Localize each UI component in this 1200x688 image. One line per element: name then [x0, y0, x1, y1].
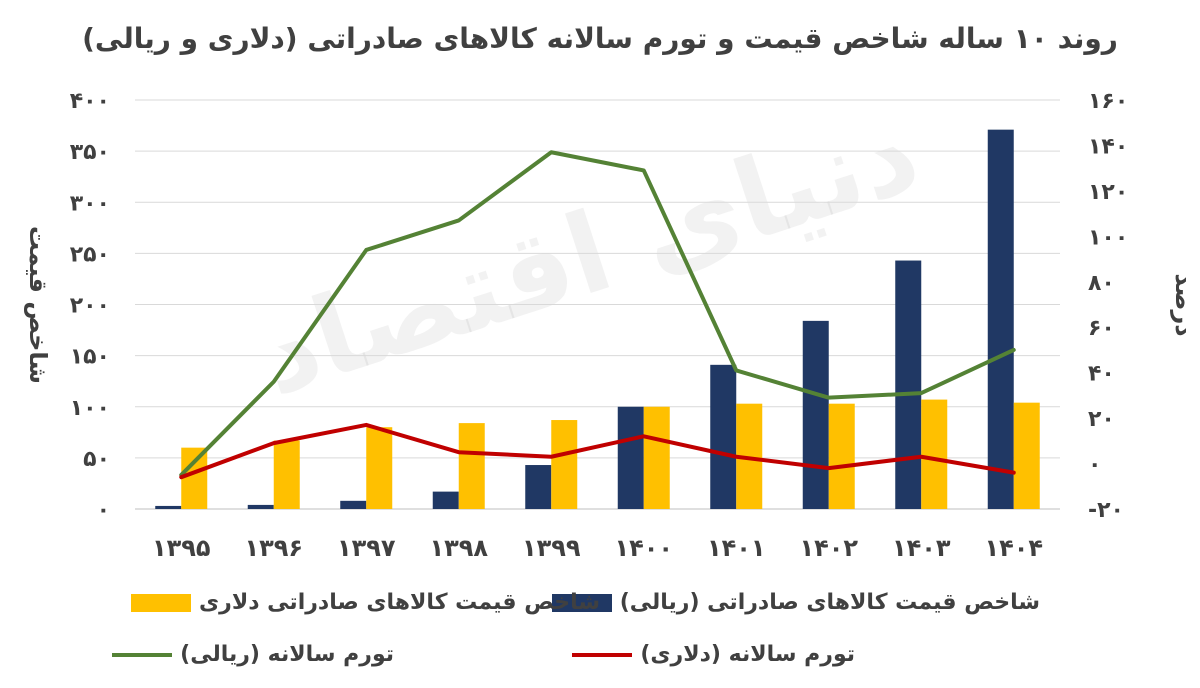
y-right-tick-label: ۸۰ — [1088, 271, 1115, 296]
x-tick-label: ۱۴۰۲ — [799, 534, 858, 562]
legend-swatch-rial-inflation — [112, 652, 173, 657]
y-left-tick-label: ۲۵۰ — [70, 242, 110, 267]
legend-label-rial-index: شاخص قیمت کالاهای صادراتی (ریالی) — [619, 590, 1040, 615]
bar-dollar-index — [366, 427, 393, 509]
x-tick-label: ۱۳۹۵ — [152, 534, 211, 562]
y-left-tick-label: ۱۵۰ — [70, 345, 110, 370]
legend-label-rial-inflation: تورم سالانه (ریالی) — [180, 642, 394, 667]
bar-rial-index — [802, 320, 829, 509]
x-tick-label: ۱۴۰۴ — [984, 534, 1043, 562]
y-left-tick-label: ۵۰ — [83, 447, 110, 472]
x-tick-label: ۱۳۹۷ — [337, 534, 396, 562]
y-right-tick-label: ۱۴۰ — [1088, 134, 1128, 159]
y-left-tick-label: ۳۵۰ — [70, 140, 110, 165]
legend-swatch-dollar-index — [131, 593, 192, 612]
y-left-tick-label: ۱۰۰ — [70, 396, 110, 421]
legend-swatch-dollar-inflation — [572, 652, 633, 657]
line-rial-inflation — [179, 150, 1016, 477]
bar-dollar-index — [828, 403, 855, 509]
y-left-tick-label: ۴۰۰ — [70, 89, 110, 114]
x-tick-label: ۱۴۰۰ — [614, 534, 673, 562]
bar-dollar-index — [921, 399, 948, 509]
y-left-tick-label: ۳۰۰ — [70, 191, 110, 216]
y-right-tick-label: ۱۶۰ — [1088, 89, 1128, 114]
x-tick-label: ۱۴۰۱ — [707, 534, 766, 562]
y-right-tick-label: ۰ — [1088, 453, 1101, 478]
legend-label-dollar-index: شاخص قیمت کالاهای صادراتی دلاری — [199, 590, 600, 615]
chart-title: روند ۱۰ ساله شاخص قیمت و تورم سالانه کال… — [82, 22, 1118, 55]
legend-label-dollar-inflation: تورم سالانه (دلاری) — [640, 642, 855, 667]
bar-dollar-index — [273, 440, 300, 509]
y-right-tick-label: -۲۰ — [1088, 498, 1124, 523]
bar-rial-index — [987, 129, 1014, 509]
y-right-tick-label: ۴۰ — [1088, 362, 1115, 387]
x-tick-label: ۱۴۰۳ — [892, 534, 951, 562]
legend-item-dollar-index: شاخص قیمت کالاهای صادراتی دلاری — [131, 590, 600, 615]
bar-rial-index — [155, 505, 182, 509]
bar-dollar-index — [1013, 402, 1040, 509]
legend-item-rial-index: شاخص قیمت کالاهای صادراتی (ریالی) — [551, 590, 1040, 615]
line-dollar-inflation — [179, 422, 1016, 480]
legend-swatch-rial-index — [551, 593, 612, 612]
y-left-axis-label: شاخص قیمت — [24, 226, 52, 384]
bar-rial-index — [895, 260, 922, 509]
legend-item-dollar-inflation: تورم سالانه (دلاری) — [572, 642, 855, 667]
x-tick-label: ۱۳۹۹ — [522, 534, 581, 562]
y-right-tick-label: ۲۰ — [1088, 407, 1115, 432]
x-tick-label: ۱۳۹۸ — [429, 534, 488, 562]
bar-rial-index — [525, 465, 552, 509]
bar-rial-index — [247, 504, 274, 509]
bar-rial-index — [710, 364, 737, 509]
y-left-tick-label: ۲۰۰ — [70, 294, 110, 319]
legend-item-rial-inflation: تورم سالانه (ریالی) — [112, 642, 394, 667]
y-left-tick-label: ۰ — [97, 498, 110, 523]
bar-dollar-index — [181, 447, 208, 509]
bar-dollar-index — [551, 420, 578, 509]
y-right-axis-label: درصد — [1170, 273, 1198, 336]
bar-rial-index — [340, 500, 367, 509]
y-right-tick-label: ۶۰ — [1088, 316, 1115, 341]
y-right-tick-label: ۱۰۰ — [1088, 225, 1128, 250]
bar-rial-index — [617, 406, 644, 509]
y-right-tick-label: ۱۲۰ — [1088, 180, 1128, 205]
x-tick-label: ۱۳۹۶ — [244, 534, 303, 562]
bar-dollar-index — [458, 423, 485, 509]
bar-rial-index — [432, 491, 459, 509]
bar-dollar-index — [643, 406, 670, 509]
